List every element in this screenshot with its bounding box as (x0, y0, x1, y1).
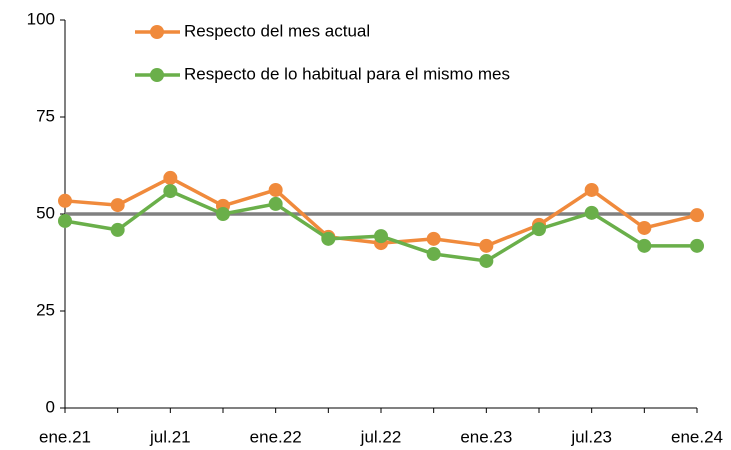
marker (163, 184, 178, 199)
legend-label: Respecto de lo habitual para el mismo me… (184, 64, 510, 83)
marker (584, 182, 599, 197)
marker (584, 205, 599, 220)
y-tick-label: 100 (27, 9, 55, 28)
marker (426, 231, 441, 246)
marker (374, 229, 388, 244)
x-tick-label: jul.21 (149, 427, 191, 446)
marker (690, 208, 704, 223)
x-tick-label: jul.23 (570, 427, 612, 446)
marker (163, 170, 178, 185)
marker (110, 198, 125, 213)
x-tick-label: jul.22 (360, 427, 402, 446)
marker (216, 207, 230, 221)
y-tick-label: 0 (46, 397, 55, 416)
y-tick-label: 25 (36, 300, 55, 319)
marker (58, 213, 72, 228)
marker (479, 253, 494, 268)
series-line (64, 189, 697, 263)
y-tick-label: 50 (36, 203, 55, 222)
legend-marker (150, 68, 164, 82)
marker (479, 238, 494, 253)
marker (637, 238, 652, 253)
marker (426, 246, 441, 261)
marker (110, 222, 125, 237)
x-tick-label: ene.21 (39, 427, 91, 446)
legend-marker (150, 25, 164, 39)
marker (268, 182, 283, 197)
x-tick-label: ene.22 (250, 427, 302, 446)
marker (532, 222, 546, 237)
marker (58, 193, 72, 208)
marker (321, 231, 336, 246)
marker (637, 220, 652, 235)
marker (268, 196, 283, 211)
marker (690, 238, 704, 253)
x-tick-label: ene.24 (671, 427, 723, 446)
y-tick-label: 75 (36, 106, 55, 125)
x-tick-label: ene.23 (460, 427, 512, 446)
legend-label: Respecto del mes actual (184, 21, 370, 40)
